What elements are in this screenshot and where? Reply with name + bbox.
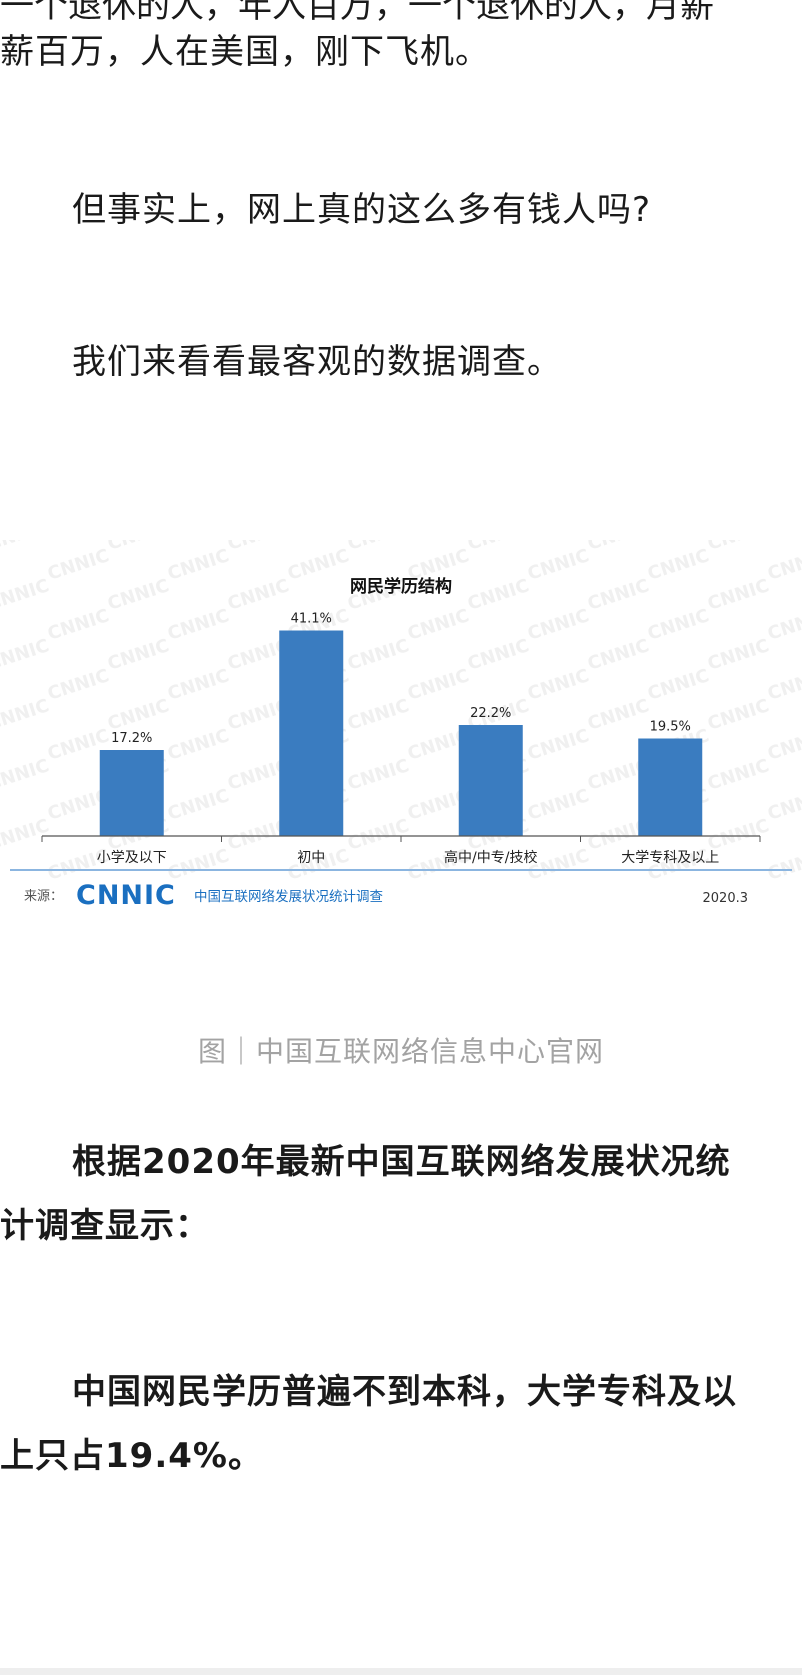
- watermark-text: CNNIC: [465, 540, 532, 555]
- watermark-text: CNNIC: [525, 665, 592, 705]
- article-paragraph-survey-line2: 计调查显示：: [0, 1206, 210, 1246]
- source-label: 来源：: [24, 889, 63, 904]
- watermark-text: CNNIC: [0, 540, 52, 555]
- watermark-text: CNNIC: [525, 605, 592, 645]
- watermark-text: CNNIC: [345, 635, 412, 675]
- category-label-3: 大学专科及以上: [621, 850, 719, 866]
- watermark-text: CNNIC: [105, 635, 172, 675]
- watermark-text: CNNIC: [345, 695, 412, 735]
- watermark-text: CNNIC: [165, 545, 232, 585]
- bar-2: [458, 725, 523, 836]
- category-label-0: 小学及以下: [97, 850, 167, 866]
- article-paragraph-survey-line1: 根据2020年最新中国互联网络发展状况统: [72, 1142, 731, 1182]
- watermark-text: CNNIC: [705, 755, 772, 795]
- bottom-divider: [0, 1668, 802, 1675]
- watermark-text: CNNIC: [765, 725, 802, 765]
- watermark-text: CNNIC: [765, 785, 802, 825]
- watermark-text: CNNIC: [0, 755, 52, 795]
- watermark-text: CNNIC: [0, 635, 52, 675]
- article-paragraph-question: 但事实上，网上真的这么多有钱人吗?: [72, 190, 652, 230]
- watermark-text: CNNIC: [45, 605, 112, 645]
- chart-title: 网民学历结构: [350, 576, 452, 597]
- partial-top-line: 一个退休的人，年入百万，一个退休的人，月薪: [0, 0, 802, 30]
- watermark-text: CNNIC: [0, 815, 52, 855]
- bar-layer: 17.2% 41.1% 22.2% 19.5%: [99, 612, 703, 836]
- bar-value-label-3: 19.5%: [650, 720, 691, 735]
- article-line-1: 薪百万，人在美国，刚下飞机。: [0, 32, 490, 72]
- watermark-text: CNNIC: [405, 605, 472, 645]
- watermark-text: CNNIC: [45, 545, 112, 585]
- article-paragraph-data: 我们来看看最客观的数据调查。: [72, 342, 562, 382]
- watermark-text: CNNIC: [0, 695, 52, 735]
- watermark-text: CNNIC: [45, 665, 112, 705]
- watermark-text: CNNIC: [525, 725, 592, 765]
- watermark-text: CNNIC: [285, 545, 352, 585]
- source-text: 中国互联网络发展状况统计调查: [194, 889, 383, 905]
- watermark-text: CNNIC: [765, 845, 802, 885]
- watermark-text: CNNIC: [645, 665, 712, 705]
- watermark-text: CNNIC: [765, 605, 802, 645]
- watermark-text: CNNIC: [705, 815, 772, 855]
- watermark-text: CNNIC: [765, 665, 802, 705]
- bar-3: [638, 738, 703, 836]
- watermark-text: CNNIC: [705, 695, 772, 735]
- watermark-text: CNNIC: [585, 575, 652, 615]
- watermark-text: CNNIC: [0, 575, 52, 615]
- watermark-text: CNNIC: [165, 845, 232, 885]
- watermark-text: CNNIC: [165, 665, 232, 705]
- chart-svg: CNNIC CNNIC CNNIC CNNIC CNNIC CNNIC CNNICCNNIC…: [0, 515, 802, 911]
- article-paragraph-result-line1: 中国网民学历普遍不到本科，大学专科及以: [72, 1372, 737, 1412]
- watermark-text: CNNIC: [165, 725, 232, 765]
- watermark-text: CNNIC: [225, 575, 292, 615]
- watermark-text: CNNIC: [105, 695, 172, 735]
- education-chart: CNNIC CNNIC CNNIC CNNIC CNNIC CNNIC CNNIC CNNIC…: [0, 515, 802, 960]
- category-label-2: 高中/中专/技校: [444, 849, 537, 866]
- watermark-text: CNNIC: [225, 540, 292, 555]
- watermark-text: CNNIC: [345, 815, 412, 855]
- watermark-text: CNNIC: [345, 540, 412, 555]
- watermark-text: CNNIC: [525, 545, 592, 585]
- bar-value-label-0: 17.2%: [111, 731, 152, 746]
- watermark-text: CNNIC: [165, 605, 232, 645]
- watermark-text: CNNIC: [165, 785, 232, 825]
- bar-value-label-1: 41.1%: [291, 612, 332, 627]
- watermark-text: CNNIC: [405, 665, 472, 705]
- article-paragraph-result-line2: 上只占19.4%。: [0, 1436, 263, 1476]
- cnnic-logo: CNNIC: [76, 880, 176, 911]
- bar-1: [279, 630, 344, 836]
- watermark-text: CNNIC: [585, 635, 652, 675]
- watermark-text: CNNIC: [105, 575, 172, 615]
- watermark-text: CNNIC: [345, 755, 412, 795]
- source-date: 2020.3: [703, 891, 749, 906]
- watermark-text: CNNIC: [525, 785, 592, 825]
- watermark-text: CNNIC: [465, 575, 532, 615]
- watermark-text: CNNIC: [645, 545, 712, 585]
- tick-layer: [41, 836, 761, 842]
- watermark-text: CNNIC: [705, 575, 772, 615]
- watermark-text: CNNIC: [705, 540, 772, 555]
- image-caption: 图｜中国互联网络信息中心官网: [197, 1035, 604, 1068]
- category-label-layer: 小学及以下 初中 高中/中专/技校 大学专科及以上: [97, 849, 720, 866]
- category-label-1: 初中: [297, 849, 325, 866]
- watermark-text: CNNIC: [105, 540, 172, 555]
- watermark-text: CNNIC: [645, 605, 712, 645]
- bar-0: [99, 750, 164, 836]
- watermark-text: CNNIC: [585, 695, 652, 735]
- watermark-text: CNNIC: [465, 635, 532, 675]
- partial-top-text: 一个退休的人，年入百万，一个退休的人，月薪: [0, 0, 714, 26]
- watermark-text: CNNIC: [585, 540, 652, 555]
- watermark-text: CNNIC: [705, 635, 772, 675]
- watermark-text: CNNIC: [765, 545, 802, 585]
- bar-value-label-2: 22.2%: [470, 706, 511, 721]
